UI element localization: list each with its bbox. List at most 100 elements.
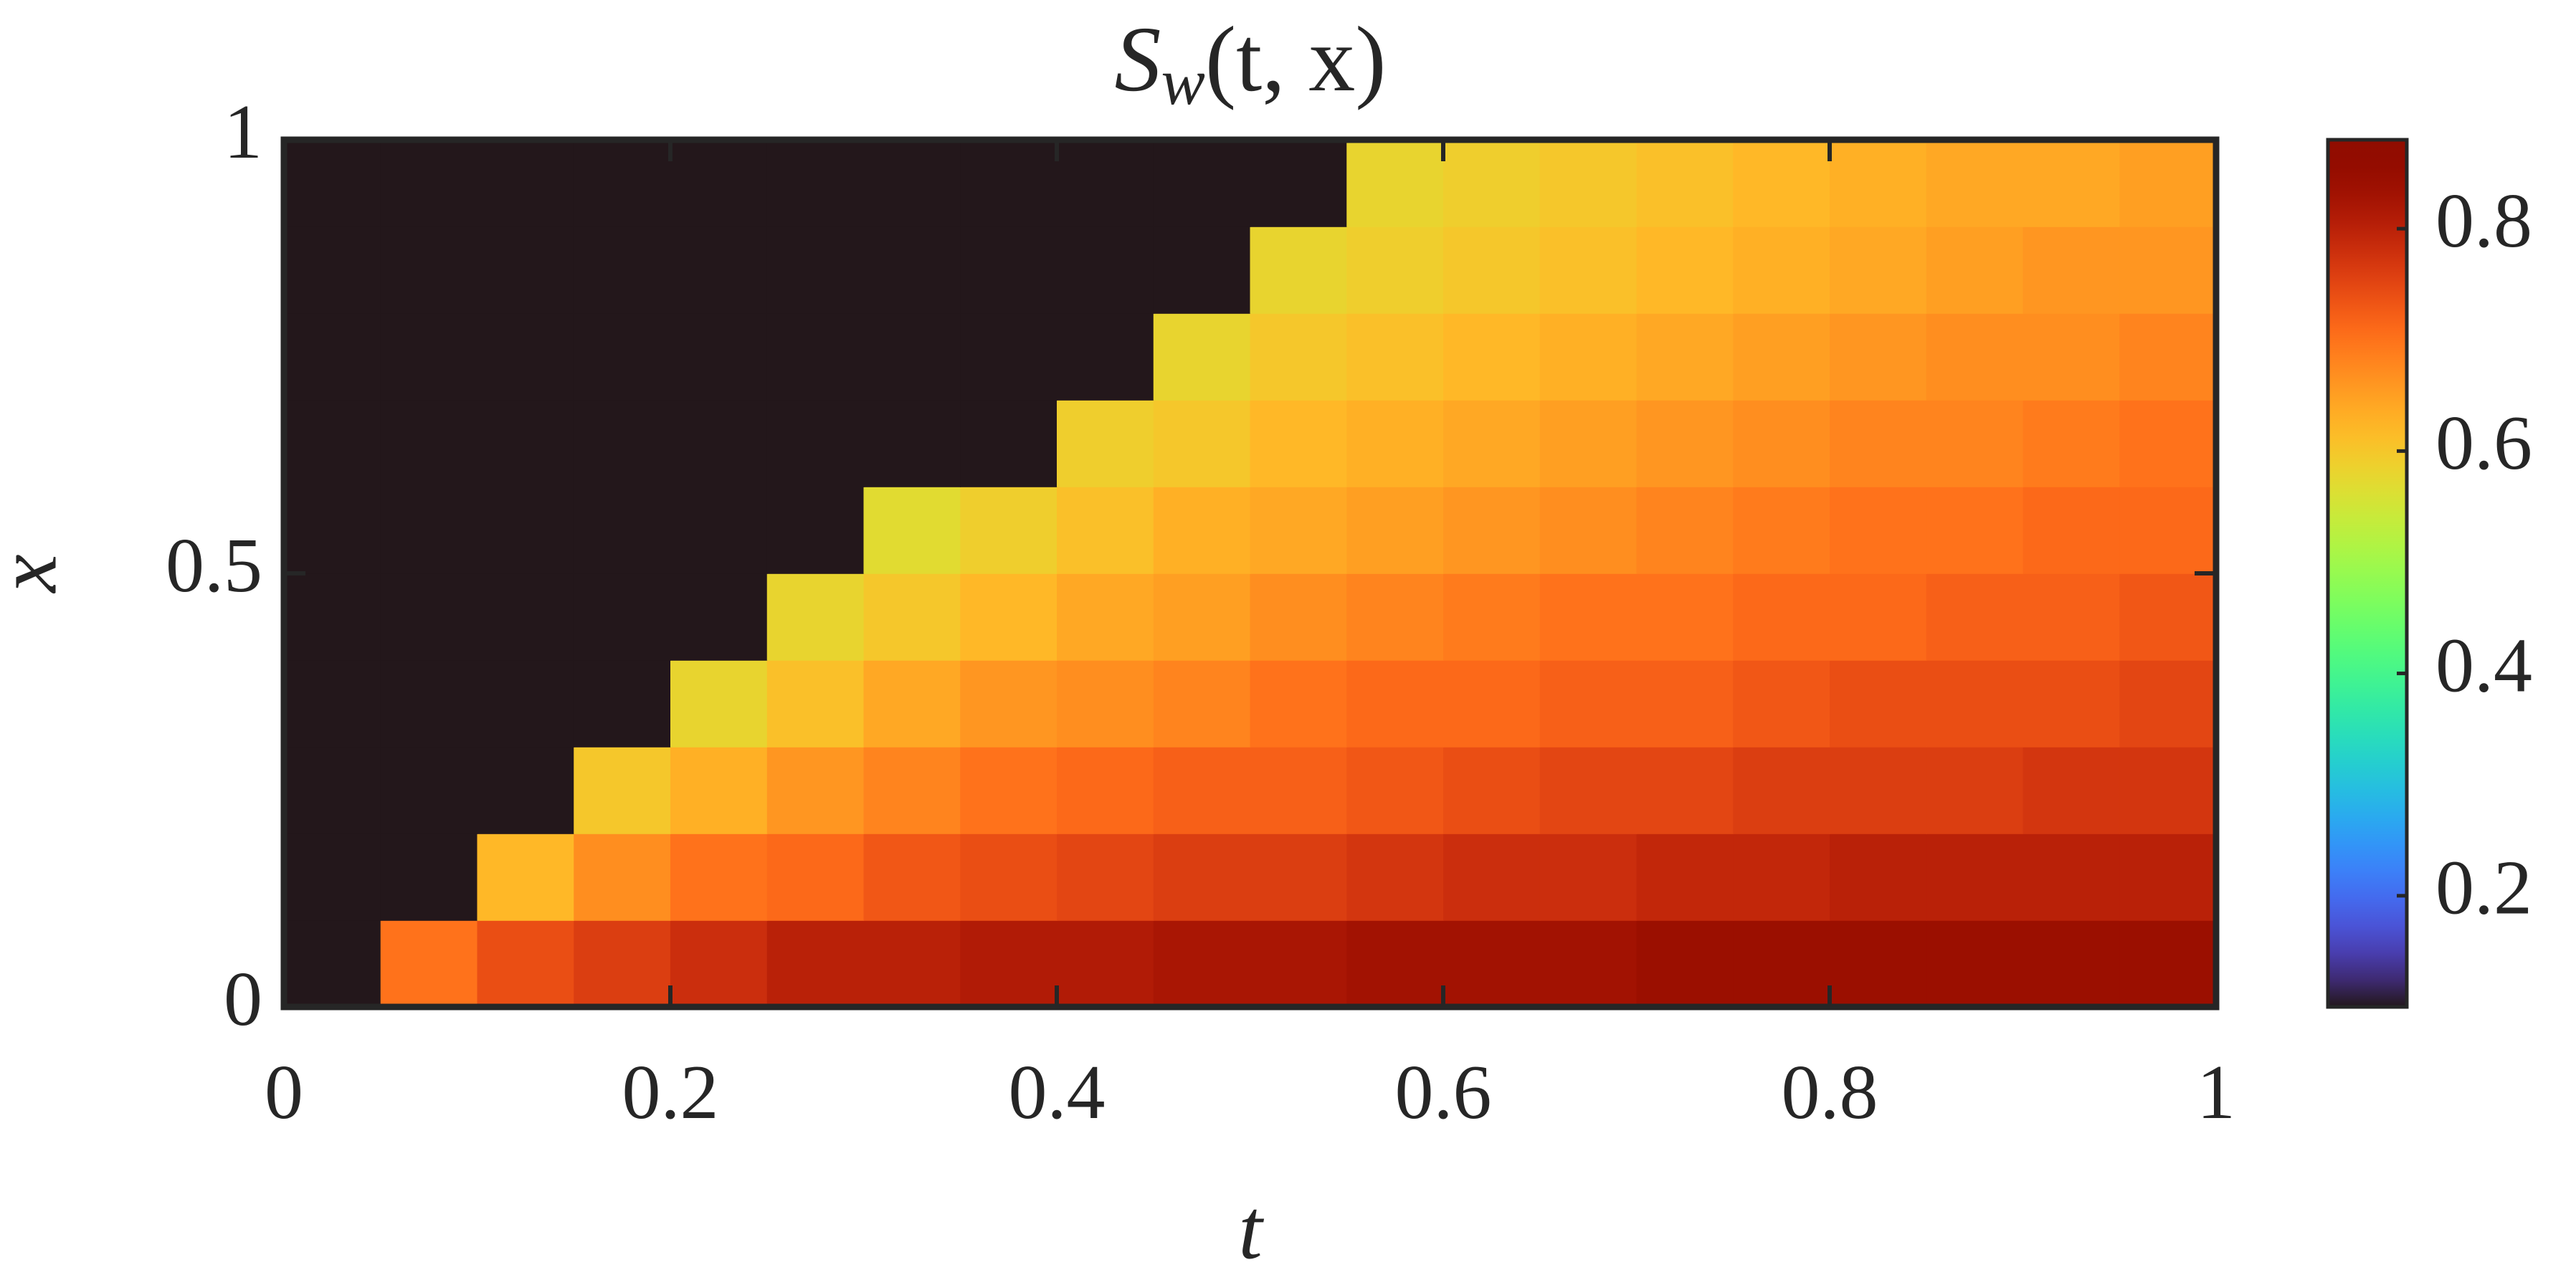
title-arguments: (t, x) <box>1205 8 1387 111</box>
heatmap-cell <box>574 140 671 227</box>
heatmap-cell <box>2119 400 2217 487</box>
heatmap-cell <box>1733 920 1830 1008</box>
colorbar-tick-label: 0.8 <box>2435 178 2532 264</box>
heatmap-cell <box>1443 400 1541 487</box>
heatmap-cell <box>1057 920 1154 1008</box>
y-tick-label: 0 <box>224 957 262 1042</box>
heatmap-cell <box>380 573 478 661</box>
heatmap-cell <box>284 140 381 227</box>
heatmap-cell <box>1443 313 1541 401</box>
heatmap-cell <box>766 834 865 921</box>
heatmap-cell <box>1057 747 1154 834</box>
heatmap-cell <box>574 313 671 401</box>
heatmap-cell <box>1926 313 2024 401</box>
heatmap-cell <box>284 573 381 661</box>
heatmap-cell <box>1636 487 1734 574</box>
heatmap-cell <box>2023 400 2121 487</box>
heatmap-cell <box>1153 226 1251 314</box>
heatmap-cell <box>863 573 961 661</box>
heatmap-cell <box>1153 140 1251 227</box>
heatmap-cell <box>1250 747 1348 834</box>
heatmap-cell <box>2023 487 2121 574</box>
heatmap-cell <box>863 487 961 574</box>
heatmap-cell <box>1153 573 1251 661</box>
heatmap-cell <box>1153 313 1251 401</box>
heatmap-cell <box>1636 226 1734 314</box>
heatmap-cell <box>1926 487 2024 574</box>
heatmap-cell <box>1733 226 1830 314</box>
heatmap-cell <box>766 400 865 487</box>
heatmap-cell <box>670 140 768 227</box>
heatmap-cell <box>574 487 671 574</box>
heatmap-cell <box>1250 400 1348 487</box>
heatmap-cell <box>960 487 1058 574</box>
y-tick-label: 1 <box>224 90 262 175</box>
heatmap-cell <box>1346 226 1444 314</box>
heatmap-cell <box>1539 400 1638 487</box>
heatmap-cell <box>766 920 865 1008</box>
heatmap-cell <box>960 226 1058 314</box>
heatmap-cell <box>477 573 575 661</box>
heatmap-cell <box>1250 140 1348 227</box>
heatmap-cell <box>1346 573 1444 661</box>
heatmap-cell <box>284 747 381 834</box>
heatmap-cell <box>1830 226 1927 314</box>
heatmap-cell <box>1153 834 1251 921</box>
heatmap-cell <box>670 487 768 574</box>
heatmap-cell <box>766 226 865 314</box>
heatmap-cell <box>380 313 478 401</box>
title-symbol: S <box>1114 8 1161 111</box>
heatmap-cell <box>574 920 671 1008</box>
heatmap-cell <box>960 573 1058 661</box>
heatmap-cell <box>863 660 961 748</box>
heatmap-cell <box>2119 487 2217 574</box>
heatmap-cell <box>1539 920 1638 1008</box>
heatmap-cell <box>1830 140 1927 227</box>
heatmap-cell <box>766 487 865 574</box>
heatmap-cell <box>1926 140 2024 227</box>
heatmap-cell <box>1733 747 1830 834</box>
heatmap-cell <box>960 140 1058 227</box>
heatmap-cell <box>574 400 671 487</box>
heatmap-cell <box>1733 660 1830 748</box>
heatmap-cell <box>1153 660 1251 748</box>
heatmap-cell <box>863 834 961 921</box>
heatmap-cell <box>380 920 478 1008</box>
heatmap-cell <box>574 747 671 834</box>
x-tick-label: 0 <box>265 1050 303 1135</box>
heatmap-cell <box>960 660 1058 748</box>
heatmap-cell <box>1346 660 1444 748</box>
heatmap-cell <box>670 660 768 748</box>
heatmap-cell <box>1346 747 1444 834</box>
heatmap-cell <box>284 834 381 921</box>
heatmap-cell <box>477 834 575 921</box>
heatmap-cell <box>1057 834 1154 921</box>
heatmap-cell <box>1830 660 1927 748</box>
heatmap-cell <box>380 747 478 834</box>
heatmap-cell <box>380 226 478 314</box>
heatmap-cell <box>2119 313 2217 401</box>
heatmap-cell <box>1153 400 1251 487</box>
heatmap-cell <box>1830 573 1927 661</box>
x-tick-label: 1 <box>2197 1050 2235 1135</box>
heatmap-cell <box>1830 834 1927 921</box>
heatmap-cell <box>1539 313 1638 401</box>
heatmap-cell <box>380 660 478 748</box>
heatmap-cell <box>284 226 381 314</box>
heatmap-cell <box>1250 226 1348 314</box>
heatmap-cell <box>863 747 961 834</box>
heatmap-cell <box>1057 400 1154 487</box>
heatmap-cell <box>574 573 671 661</box>
heatmap-cell <box>766 140 865 227</box>
heatmap-cell <box>574 660 671 748</box>
colorbar-tick-label: 0.6 <box>2435 401 2532 486</box>
heatmap-cell <box>1250 660 1348 748</box>
heatmap-cell <box>1443 573 1541 661</box>
heatmap-cell <box>1733 487 1830 574</box>
heatmap-cell <box>2023 834 2121 921</box>
heatmap-cell <box>1153 920 1251 1008</box>
heatmap-cell <box>2119 747 2217 834</box>
heatmap-cell <box>1346 834 1444 921</box>
heatmap-cell <box>1443 920 1541 1008</box>
heatmap-cell <box>1057 313 1154 401</box>
